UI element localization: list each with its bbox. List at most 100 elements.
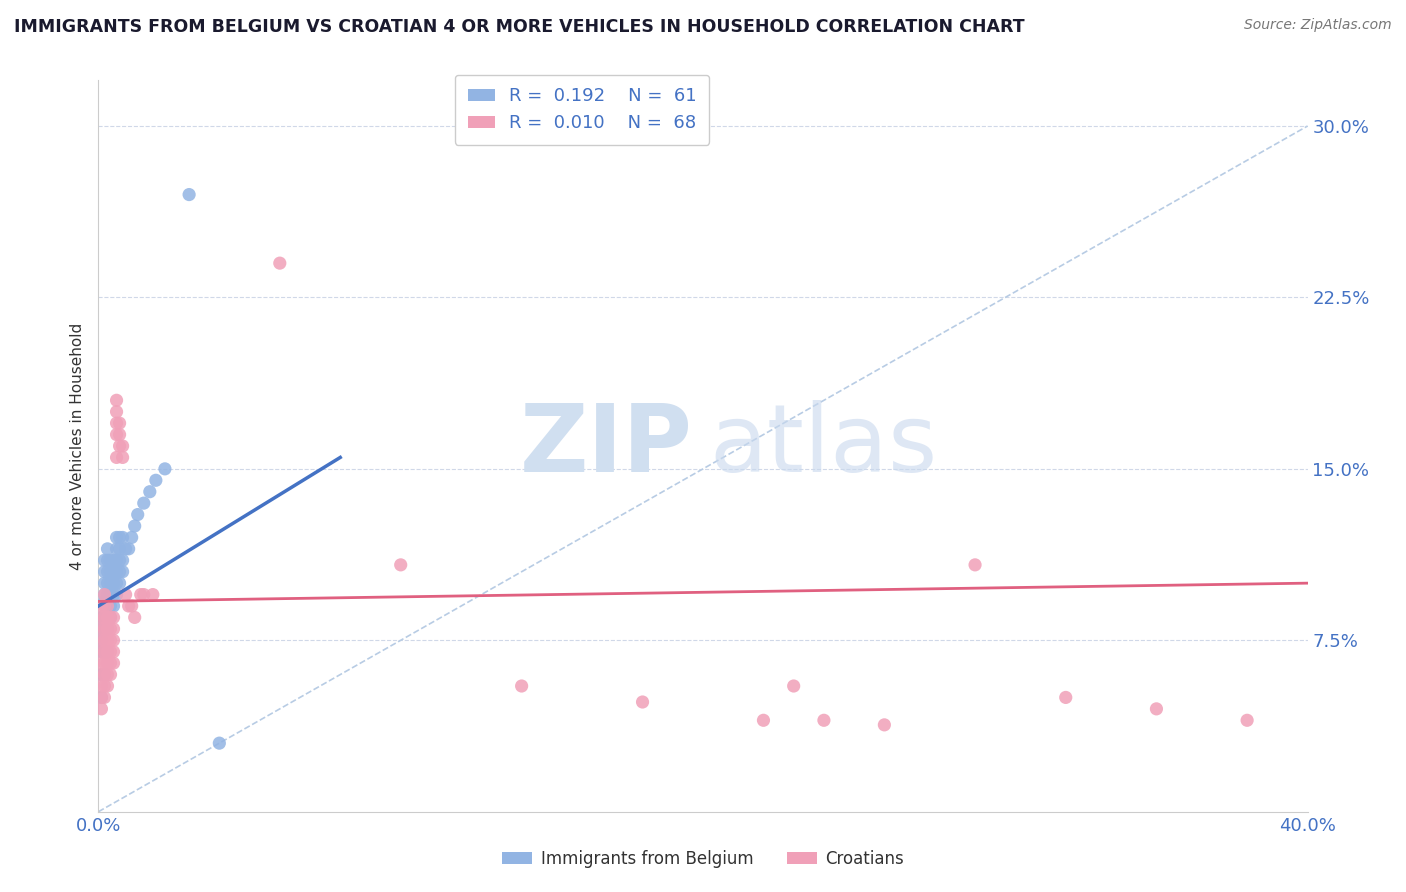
Point [118,541,141,556]
Point [93,667,115,681]
Point [90,656,112,670]
Point [90,690,112,705]
Point [108,416,131,430]
Point [100,576,122,591]
Point [93,610,115,624]
Point [100,599,122,613]
Point [90,690,112,705]
Point [105,450,128,465]
Point [100,656,122,670]
Point [208,736,231,750]
Point [752,714,775,728]
Point [103,610,125,624]
Y-axis label: 4 or more Vehicles in Household: 4 or more Vehicles in Household [69,322,84,570]
Point [100,565,122,579]
Point [90,645,112,659]
Point [105,393,128,408]
Point [121,530,143,544]
Point [179,187,201,202]
Point [124,519,146,533]
Point [103,622,125,636]
Point [90,599,112,613]
Point [93,622,115,636]
Point [108,439,131,453]
Point [111,530,134,544]
Point [1144,702,1167,716]
Point [96,645,118,659]
Point [965,558,987,572]
Point [103,656,125,670]
Point [96,541,118,556]
Point [132,496,155,510]
Point [93,599,115,613]
Point [127,508,149,522]
Point [90,622,112,636]
Point [93,622,115,636]
Point [105,553,128,567]
Point [96,622,118,636]
Point [90,645,112,659]
Point [90,667,112,681]
Point [105,427,128,442]
Legend: R =  0.192    N =  61, R =  0.010    N =  68: R = 0.192 N = 61, R = 0.010 N = 68 [456,75,709,145]
Point [132,588,155,602]
Point [96,679,118,693]
Text: atlas: atlas [710,400,938,492]
Point [93,656,115,670]
Point [121,599,143,613]
Point [96,565,118,579]
Point [139,484,162,499]
Point [1236,714,1258,728]
Point [105,416,128,430]
Point [129,588,152,602]
Point [93,679,115,693]
Point [124,610,146,624]
Point [103,588,125,602]
Point [111,553,134,567]
Point [93,645,115,659]
Point [96,588,118,602]
Point [108,541,131,556]
Point [93,645,115,659]
Point [103,565,125,579]
Point [96,576,118,591]
Point [111,450,134,465]
Point [96,645,118,659]
Point [90,622,112,636]
Point [389,558,412,572]
Point [114,588,136,602]
Point [105,576,128,591]
Text: Source: ZipAtlas.com: Source: ZipAtlas.com [1244,18,1392,32]
Point [873,718,896,732]
Point [103,645,125,659]
Point [90,633,112,648]
Legend: Immigrants from Belgium, Croatians: Immigrants from Belgium, Croatians [496,844,910,875]
Point [100,610,122,624]
Point [103,633,125,648]
Text: IMMIGRANTS FROM BELGIUM VS CROATIAN 4 OR MORE VEHICLES IN HOUSEHOLD CORRELATION : IMMIGRANTS FROM BELGIUM VS CROATIAN 4 OR… [14,18,1025,36]
Point [93,610,115,624]
Point [96,667,118,681]
Point [105,541,128,556]
Point [114,541,136,556]
Point [93,690,115,705]
Point [108,553,131,567]
Point [93,588,115,602]
Point [118,599,141,613]
Point [269,256,291,270]
Point [96,656,118,670]
Point [105,588,128,602]
Point [100,588,122,602]
Point [153,462,176,476]
Point [93,565,115,579]
Point [90,667,112,681]
Point [96,622,118,636]
Point [813,714,835,728]
Point [90,610,112,624]
Point [105,565,128,579]
Point [108,530,131,544]
Point [783,679,806,693]
Point [96,553,118,567]
Point [93,633,115,648]
Point [103,599,125,613]
